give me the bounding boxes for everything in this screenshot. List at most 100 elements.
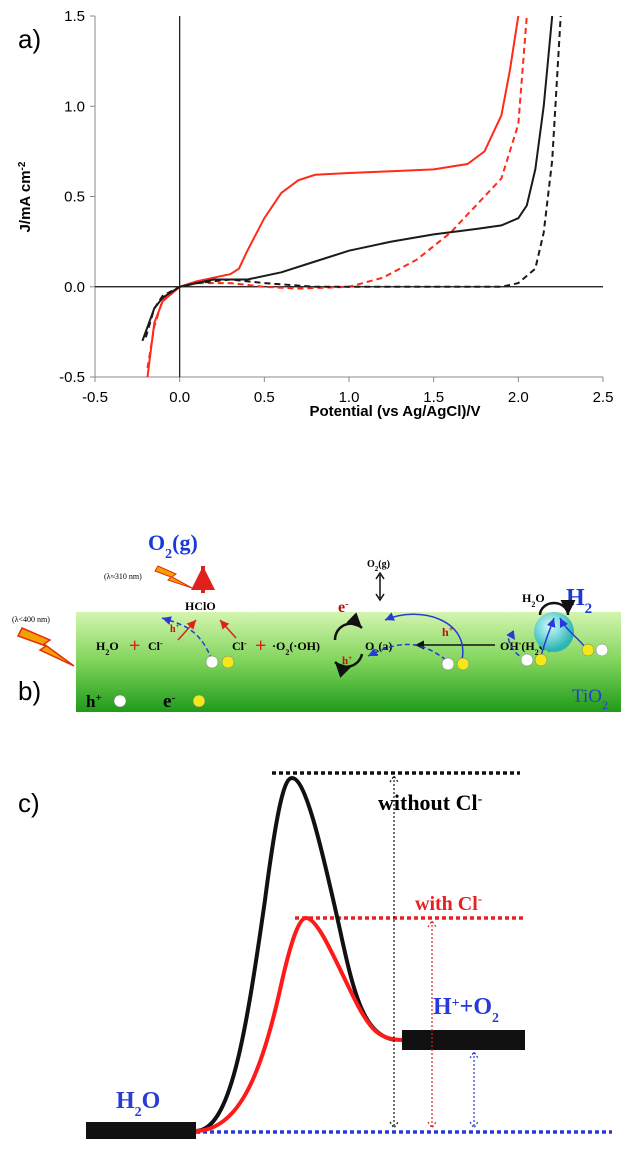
t-sup: -: [478, 792, 483, 807]
carriers: [113, 643, 609, 708]
t-sup: -: [171, 692, 175, 704]
t: h: [170, 624, 176, 635]
arrow: [219, 619, 237, 639]
cycle-arrow: [538, 599, 576, 616]
t: O: [367, 559, 375, 570]
o2-gas-small: O2(g): [367, 559, 390, 573]
t-sub: 2: [602, 698, 608, 712]
products-label: H++O2: [433, 994, 499, 1026]
path-with-cl: [195, 915, 403, 1133]
series-line: [141, 15, 554, 342]
energy-arrows: [389, 774, 479, 1130]
t: O: [148, 530, 165, 555]
h-plus: h+: [342, 654, 352, 667]
t-sub: 2: [585, 601, 593, 617]
t: OH: [500, 639, 519, 653]
electron-legend: e-: [163, 691, 175, 712]
tio2: TiO2: [572, 686, 608, 712]
t: Cl: [148, 639, 161, 653]
panel-label: c): [18, 788, 40, 818]
t: (·OH): [289, 639, 320, 653]
series-line: [144, 15, 562, 338]
x-tick-label: -0.5: [82, 389, 108, 406]
electron-path: [559, 617, 587, 649]
t: H: [96, 639, 106, 653]
t: H: [433, 994, 452, 1020]
plus: +: [129, 635, 140, 657]
t-sub: 2: [492, 1011, 499, 1026]
y-tick-label: 1.0: [64, 98, 85, 115]
x-tick-label: 2.0: [508, 389, 529, 406]
t: h: [342, 655, 348, 667]
t: without Cl: [378, 790, 478, 815]
t: h: [86, 692, 96, 711]
equilibrium-arrow: [375, 571, 385, 602]
t-sub: 2: [135, 1105, 142, 1120]
t: TiO: [572, 686, 602, 707]
x-axis-label: Potential (vs Ag/AgCl)/V: [309, 403, 480, 420]
panel-a: a) Potential (vs Ag/AgCl)/V J/mA cm-2 -0…: [17, 8, 614, 420]
wavelength: (λ<400 nm): [12, 615, 50, 624]
series-line: [146, 15, 520, 377]
t: O: [365, 639, 374, 653]
o2-oh: ·O2(·OH): [272, 639, 320, 657]
t: O: [109, 639, 118, 653]
x-tick-label: 0.5: [254, 389, 275, 406]
hole-path: [506, 630, 527, 661]
t-sup: -: [478, 891, 482, 906]
t-sub: 2: [535, 648, 539, 657]
wavelength: (λ≈310 nm): [104, 572, 142, 581]
t: H: [522, 591, 532, 605]
with-cl-label: with Cl-: [415, 891, 482, 916]
t-sup: +: [95, 692, 101, 704]
x-tick-label: 0.0: [169, 389, 190, 406]
cycle-arrow: [333, 612, 363, 641]
t-sup: +: [348, 654, 352, 662]
y-tick-label: 0.5: [64, 189, 85, 206]
light-bolt-small: [154, 565, 193, 589]
x-tick-label: 1.5: [423, 389, 444, 406]
t: Cl: [232, 639, 245, 653]
t: e: [338, 599, 345, 616]
t: +O: [460, 994, 492, 1020]
cycle-arrow: [334, 653, 364, 678]
y-axis-label: J/mA cm-2: [17, 161, 35, 232]
t-sub: 2: [105, 648, 109, 657]
panel-label: a): [18, 24, 41, 54]
t-sup: -: [345, 599, 348, 610]
reactant-level: [86, 1122, 196, 1139]
light-bolt: [16, 627, 75, 667]
hole-path: [367, 643, 447, 661]
t-sup: +: [176, 622, 180, 630]
t: (a): [378, 639, 392, 653]
t-sup: +: [452, 996, 460, 1011]
t: H: [116, 1088, 135, 1114]
h-plus: h+: [170, 622, 180, 635]
hole-path: [161, 616, 213, 661]
product-level: [402, 1030, 525, 1050]
y-tick-label: 1.5: [64, 8, 85, 25]
t-sub: 2: [531, 600, 535, 609]
t-sub: 2: [165, 547, 172, 562]
t-sub: 2: [375, 565, 379, 573]
reactant-label: H2O: [116, 1088, 160, 1120]
t: (H: [521, 639, 535, 653]
cl-minus: Cl-: [148, 639, 163, 654]
h2o: H2O: [96, 639, 119, 657]
arrow: [177, 619, 197, 641]
cl-minus: Cl-: [232, 639, 247, 654]
series-line: [146, 15, 528, 369]
panel-c: c) without Cl- with Cl- H++O2 H2O: [18, 771, 612, 1139]
y-axis-label-sup: -2: [17, 161, 28, 170]
panel-label: b): [18, 676, 41, 706]
without-cl-label: without Cl-: [378, 790, 483, 815]
hole-legend: h+: [86, 692, 102, 711]
t: H: [566, 585, 585, 611]
t-sup: -: [160, 639, 163, 648]
electron-path: [384, 612, 464, 661]
plus: +: [255, 635, 266, 657]
panel-b: b) O2(g) (λ≈310 nm) HClO H2O + Cl- h+ Cl…: [12, 530, 621, 712]
h-plus: h+: [442, 625, 454, 640]
e-minus: e-: [338, 599, 348, 617]
